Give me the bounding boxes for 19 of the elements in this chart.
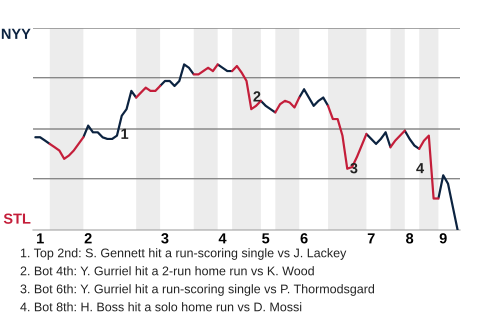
text: 4. Bot 8th: H. Boss hit a solo home run vs D. Mossi bbox=[20, 302, 302, 312]
text: STL bbox=[4, 213, 30, 224]
x-tick-label: 8 bbox=[406, 233, 414, 244]
x-tick-label: 2 bbox=[84, 233, 92, 244]
text: 1. Top 2nd: S. Gennett hit a run-scoring single vs J. Lackey bbox=[20, 248, 346, 260]
x-tick-label: 3 bbox=[161, 233, 168, 244]
text: 3. Bot 6th: Y. Gurriel hit a run-scoring single vs P. Thormodsgard bbox=[20, 284, 374, 296]
x-tick-label: 5 bbox=[262, 233, 270, 244]
x-tick-label: 7 bbox=[368, 233, 375, 244]
annotation: 4 bbox=[416, 163, 424, 174]
x-tick-label: 6 bbox=[300, 233, 308, 244]
text: NYY bbox=[2, 28, 31, 39]
annotation: 1 bbox=[121, 128, 128, 139]
annotation: 3 bbox=[350, 162, 358, 174]
text: 2. Bot 4th: Y. Gurriel hit a 2-run home run vs K. Wood bbox=[20, 266, 314, 276]
x-tick-label: 4 bbox=[218, 233, 226, 244]
annotation: 2 bbox=[253, 91, 260, 102]
x-tick-label: 1 bbox=[37, 233, 44, 244]
x-tick-label: 9 bbox=[440, 233, 447, 244]
